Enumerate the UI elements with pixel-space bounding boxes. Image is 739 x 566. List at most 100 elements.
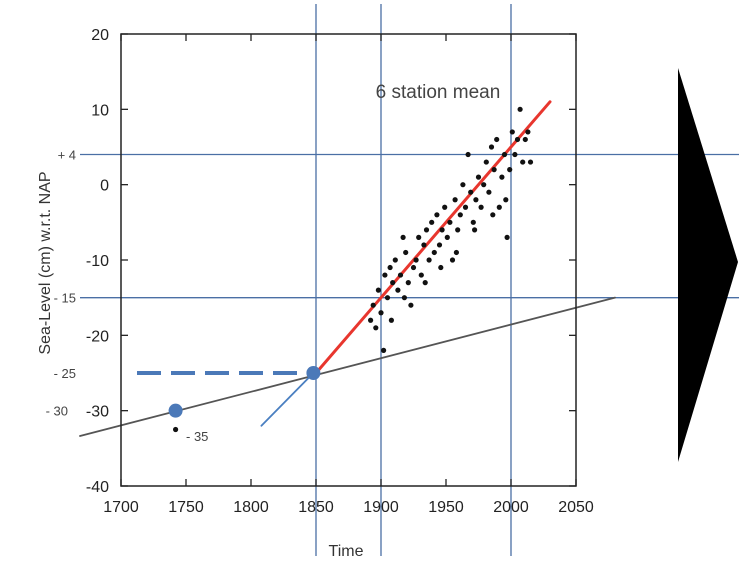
data-point	[173, 426, 179, 433]
x-tick-label: 1850	[298, 499, 334, 516]
data-point	[465, 151, 471, 158]
data-point	[368, 317, 374, 323]
data-point	[483, 159, 489, 165]
data-point	[388, 317, 394, 323]
data-point	[392, 257, 398, 263]
side-label: - 30	[46, 404, 68, 419]
trend-line	[79, 296, 616, 437]
data-point	[522, 136, 528, 143]
trend-line	[260, 372, 315, 427]
side-labels: + 4 - 15 - 25 - 30	[46, 148, 76, 419]
point-label: - 35	[186, 429, 208, 444]
data-point	[449, 257, 456, 263]
data-point	[438, 264, 444, 271]
data-point	[503, 197, 509, 203]
data-point	[395, 287, 401, 293]
highlight-markers	[168, 366, 321, 418]
data-point	[444, 234, 450, 240]
chart-annotation: 6 station mean	[376, 82, 501, 103]
x-tick-label: 1700	[103, 499, 139, 516]
data-point	[426, 257, 432, 263]
plot-frame	[120, 33, 577, 487]
data-point	[422, 280, 428, 286]
data-point	[436, 242, 443, 248]
data-point	[418, 272, 424, 278]
data-point	[410, 264, 417, 271]
data-point	[488, 144, 495, 150]
data-point	[408, 302, 414, 308]
data-point	[397, 272, 404, 278]
data-point	[499, 174, 505, 180]
x-axis-ticks: 1700 1750 1800 1850 1900 1950 2000 2050	[103, 34, 594, 516]
side-label: - 25	[54, 366, 76, 381]
y-tick-label: -30	[86, 404, 109, 421]
x-tick-label: 2050	[558, 499, 594, 516]
data-point	[512, 151, 518, 158]
trend-lines	[79, 100, 616, 437]
data-point	[370, 302, 376, 308]
side-label: + 4	[58, 148, 76, 163]
side-label: - 15	[54, 291, 76, 306]
x-tick-label: 1800	[233, 499, 269, 516]
data-point	[475, 174, 482, 180]
data-point	[416, 234, 422, 240]
trend-line	[314, 100, 552, 375]
x-tick-label: 1950	[428, 499, 464, 516]
data-point	[439, 227, 445, 233]
data-point	[501, 151, 508, 158]
y-tick-label: -10	[86, 253, 109, 270]
data-point	[507, 167, 513, 173]
y-axis-ticks: 20 10 0 -10 -20 -30 -40	[86, 27, 576, 496]
data-point	[527, 159, 534, 165]
data-point	[514, 136, 521, 143]
data-point	[434, 212, 440, 218]
data-point	[375, 287, 381, 293]
x-axis-label: Time	[329, 543, 364, 560]
data-point	[472, 227, 478, 233]
data-point	[457, 212, 463, 218]
data-points	[173, 106, 534, 433]
data-point	[491, 167, 497, 173]
y-tick-label: 10	[91, 102, 109, 119]
data-point	[421, 242, 427, 248]
right-arrow-icon	[678, 68, 738, 462]
data-point	[481, 182, 487, 188]
data-point	[509, 129, 515, 135]
y-tick-label: -20	[86, 328, 109, 345]
data-point	[490, 212, 496, 218]
data-point	[429, 219, 435, 225]
data-point	[401, 295, 407, 301]
data-point	[496, 204, 502, 210]
data-point	[381, 347, 387, 353]
data-point	[403, 249, 409, 256]
data-point	[494, 136, 500, 143]
data-point	[384, 295, 391, 301]
data-point	[400, 234, 406, 240]
data-point	[525, 129, 531, 135]
y-tick-label: -40	[86, 479, 109, 496]
data-point	[455, 227, 461, 233]
data-point	[405, 280, 411, 286]
data-point	[504, 234, 510, 240]
data-point	[473, 197, 479, 203]
data-point	[452, 197, 458, 203]
data-point	[462, 204, 469, 210]
data-point	[460, 182, 466, 188]
guide-lines	[80, 4, 739, 556]
data-point	[442, 204, 448, 210]
data-point	[468, 189, 474, 195]
y-tick-label: 0	[100, 178, 109, 195]
data-point	[478, 204, 484, 210]
y-tick-label: 20	[91, 27, 109, 44]
data-point	[423, 227, 430, 233]
data-point	[517, 106, 523, 112]
highlight-marker	[306, 366, 321, 380]
data-point	[431, 249, 437, 256]
data-point	[390, 280, 396, 286]
data-point	[520, 159, 526, 165]
data-point	[447, 219, 453, 225]
data-point	[378, 310, 384, 316]
data-point	[413, 257, 419, 263]
data-point	[373, 325, 379, 331]
